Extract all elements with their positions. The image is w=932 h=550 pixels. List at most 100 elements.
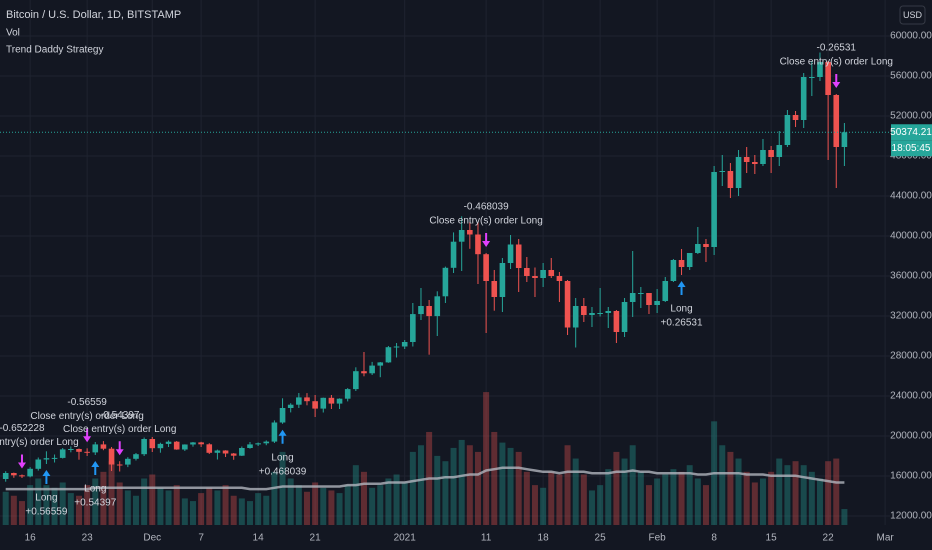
countdown-tag — [891, 140, 932, 157]
volume-bar — [556, 474, 563, 525]
candle-body — [165, 441, 172, 444]
candle-body — [613, 311, 620, 332]
candle-body — [792, 115, 799, 120]
volume-bar — [295, 485, 302, 525]
volume-bar — [792, 461, 799, 525]
exit-profit: -0.468039 — [464, 202, 509, 213]
volume-bar — [417, 445, 424, 525]
volume-bar — [466, 445, 473, 525]
volume-bar — [336, 493, 343, 525]
volume-bar — [825, 461, 832, 525]
candle-body — [646, 293, 652, 305]
exit-label: Close entry(s) order Long — [30, 411, 143, 422]
x-tick-label: 18 — [538, 533, 550, 544]
candle-body — [572, 306, 579, 328]
candle-body — [27, 468, 33, 477]
candle-body — [532, 276, 538, 278]
volume-bar — [10, 495, 17, 525]
entry-profit: +0.56559 — [25, 507, 67, 518]
candle-body — [597, 313, 603, 314]
candle-body — [133, 454, 139, 459]
candle-body — [43, 458, 50, 460]
candle-body — [344, 389, 351, 399]
volume-bar — [491, 431, 498, 525]
entry-label: Long — [84, 484, 106, 495]
candle-body — [678, 260, 685, 267]
volume-bar — [686, 465, 693, 525]
x-tick-label: 25 — [595, 533, 607, 544]
volume-bar — [141, 478, 148, 525]
candle-body — [190, 442, 196, 445]
candle-body — [125, 458, 131, 465]
x-tick-label: Feb — [649, 533, 667, 544]
countdown-label: 18:05:45 — [892, 143, 931, 154]
y-tick-label: 32000.00 — [890, 311, 932, 322]
volume-bar — [499, 442, 506, 525]
candle-body — [841, 132, 848, 147]
exit-arrow — [482, 233, 491, 247]
candle-body — [35, 459, 42, 469]
candle-body — [589, 313, 595, 315]
candle-body — [670, 260, 677, 281]
candle-body — [287, 404, 294, 408]
candle-body — [418, 306, 424, 315]
candle-body — [458, 230, 465, 242]
y-tick-label: 52000.00 — [890, 111, 932, 122]
candle-body — [2, 473, 9, 479]
volume-bar — [702, 485, 709, 525]
volume-bar — [312, 482, 319, 525]
candle-body — [116, 464, 123, 466]
volume-bar — [816, 478, 823, 525]
volume-bar — [523, 471, 530, 525]
volume-bar — [108, 461, 115, 525]
volume-bar — [238, 498, 245, 525]
volume-bar — [165, 490, 172, 525]
y-tick-label: 56000.00 — [890, 71, 932, 82]
last-price-tag — [891, 124, 932, 141]
volume-bar — [434, 455, 441, 525]
candle-body — [515, 244, 522, 268]
last-price-label: 50374.21 — [890, 127, 932, 138]
entry-label: Long — [271, 452, 293, 463]
volume-bar — [377, 485, 384, 525]
candle-body — [312, 401, 318, 409]
candle-body — [581, 306, 587, 315]
candle-body — [752, 162, 758, 164]
candle-body — [760, 150, 766, 164]
y-tick-label: 40000.00 — [890, 231, 932, 242]
x-tick-label: 21 — [310, 533, 322, 544]
currency-button[interactable] — [899, 5, 926, 25]
candle-body — [239, 448, 245, 456]
volume-bar — [759, 478, 766, 525]
volume-bar — [800, 465, 807, 525]
volume-bar — [833, 458, 840, 525]
candle-body — [450, 241, 457, 268]
indicator-label: Trend Daddy Strategy — [6, 45, 103, 56]
candle-body — [621, 302, 628, 332]
volume-bar — [784, 465, 791, 525]
volume-ma-line — [5, 466, 845, 491]
y-tick-label: 20000.00 — [890, 431, 932, 442]
volume-bar — [654, 478, 661, 525]
currency-label[interactable]: USD — [903, 10, 923, 20]
volume-bar — [645, 485, 652, 525]
candle-body — [92, 444, 99, 453]
x-tick-label: Mar — [876, 533, 894, 544]
candle-body — [776, 145, 783, 157]
candle-body — [743, 157, 750, 162]
volume-bar — [776, 458, 783, 525]
candle-body — [499, 263, 506, 297]
volume-bar — [75, 495, 82, 525]
exit-profit: -0.54397 — [100, 410, 140, 421]
volume-bar — [328, 490, 335, 525]
volume-bar — [116, 482, 123, 525]
volume-bar — [246, 501, 253, 525]
x-tick-label: 7 — [198, 533, 204, 544]
volume-bar — [222, 485, 229, 525]
volume-bar — [100, 471, 107, 525]
candle-body — [369, 365, 375, 374]
candle-body — [182, 444, 188, 450]
volume-bar — [515, 451, 522, 525]
candle-body — [100, 444, 107, 449]
y-tick-label: 24000.00 — [890, 391, 932, 402]
